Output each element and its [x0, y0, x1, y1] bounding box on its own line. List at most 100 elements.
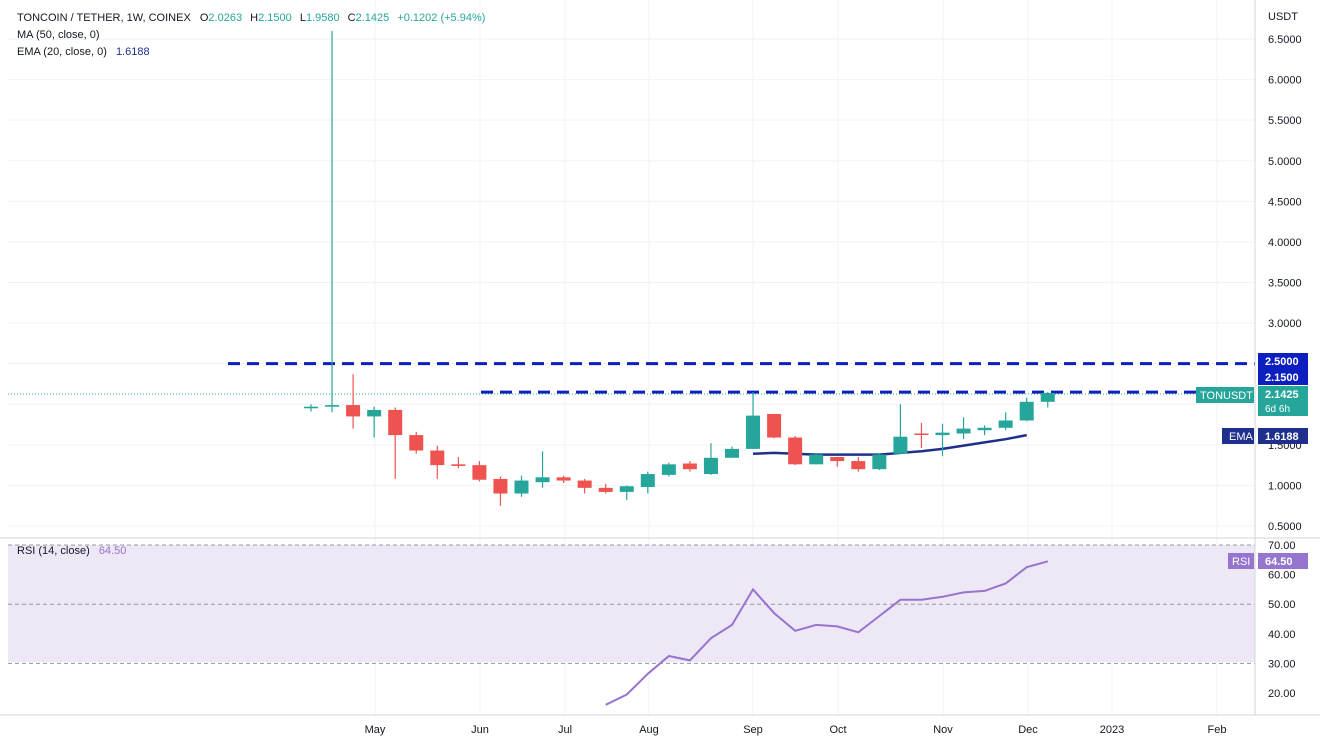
price-tick-label: 3.0000 — [1268, 318, 1302, 330]
candle-body — [640, 474, 655, 488]
candle-body — [893, 436, 908, 454]
candle-body — [872, 454, 887, 470]
rsi-line — [605, 560, 1049, 706]
low-label: L — [300, 12, 306, 24]
candle-body — [746, 415, 761, 449]
candle — [682, 461, 697, 472]
candle-body — [577, 480, 592, 488]
ma-legend[interactable]: MA (50, close, 0) — [17, 29, 100, 41]
badge-ema: EMA 1.6188 — [1222, 428, 1308, 444]
candle-body — [682, 463, 697, 470]
badge-resistance-lower: 2.1500 — [1258, 369, 1308, 385]
open-value: 2.0263 — [208, 12, 242, 24]
candle-body — [514, 480, 529, 494]
close-label: C — [348, 12, 356, 24]
price-tick-label: 5.0000 — [1268, 156, 1302, 168]
rsi-tick-label: 20.00 — [1268, 688, 1296, 700]
price-axis[interactable]: 0.50001.00001.50002.00002.50003.00003.50… — [1268, 34, 1302, 533]
rsi-grid — [8, 544, 1255, 664]
badge-resistance-lower-text: 2.1500 — [1265, 372, 1299, 384]
candle-body — [430, 450, 445, 466]
candle-body — [451, 464, 466, 466]
candle — [788, 435, 803, 466]
candle — [914, 422, 929, 449]
rsi-tick-label: 30.00 — [1268, 658, 1296, 670]
badge-symbol: TONUSDT — [1196, 387, 1254, 403]
candle-body — [703, 457, 718, 475]
rsi-tick-label: 50.00 — [1268, 599, 1296, 611]
candle-body — [998, 420, 1013, 428]
time-axis[interactable]: May Jun Jul Aug Sep Oct Nov Dec 2023 Feb — [365, 724, 1227, 736]
candle — [388, 407, 403, 479]
candle — [619, 485, 634, 501]
candle-body — [851, 461, 866, 470]
candle — [956, 417, 971, 440]
candle — [556, 475, 571, 483]
candle — [703, 443, 718, 475]
time-tick-label: Sep — [743, 724, 763, 736]
candle-body — [956, 428, 971, 434]
rsi-tick-label: 70.00 — [1268, 540, 1296, 552]
ema-legend[interactable]: EMA (20, close, 0) 1.6188 — [17, 46, 150, 58]
candle — [809, 452, 824, 465]
candle-body — [388, 409, 403, 436]
candle-body — [788, 437, 803, 465]
candle — [346, 374, 361, 429]
candle-body — [725, 448, 739, 458]
price-tick-label: 0.5000 — [1268, 521, 1302, 533]
candle-body — [535, 477, 550, 483]
candle — [535, 451, 550, 488]
candle-body — [346, 405, 361, 417]
candle-body — [809, 454, 824, 465]
price-tick-label: 4.0000 — [1268, 237, 1302, 249]
candle-body — [304, 406, 318, 409]
price-tick-label: 5.5000 — [1268, 115, 1302, 127]
high-value: 2.1500 — [258, 12, 292, 24]
badge-ema-value: 1.6188 — [1265, 431, 1299, 443]
candle-body — [914, 433, 929, 435]
candle — [725, 446, 739, 458]
rsi-axis[interactable]: 20.00 30.00 40.00 50.00 60.00 70.00 — [1268, 540, 1296, 700]
time-tick-label: 2023 — [1100, 724, 1124, 736]
candle-body — [1019, 401, 1034, 421]
ema-legend-value: 1.6188 — [116, 46, 150, 58]
candle — [598, 483, 613, 494]
candle-body — [1040, 392, 1055, 402]
time-tick-label: Dec — [1018, 724, 1038, 736]
candle — [893, 404, 908, 454]
ema-legend-label: EMA (20, close, 0) — [17, 46, 107, 58]
candle-body — [472, 465, 487, 480]
candle — [640, 471, 655, 494]
badge-last-price: 2.1425 6d 6h — [1258, 386, 1308, 416]
badge-rsi-value: 64.50 — [1265, 556, 1293, 568]
symbol-legend[interactable]: TONCOIN / TETHER, 1W, COINEX O2.0263 H2.… — [17, 12, 485, 24]
rsi-legend[interactable]: RSI (14, close) 64.50 — [17, 545, 126, 557]
change-value: +0.1202 (+5.94%) — [397, 12, 485, 24]
badge-resistance-upper-text: 2.5000 — [1265, 356, 1299, 368]
candle — [514, 475, 529, 497]
candle — [409, 431, 424, 454]
candle-body — [367, 409, 382, 417]
candle — [830, 457, 845, 467]
candle — [577, 478, 592, 494]
badge-symbol-text: TONUSDT — [1200, 390, 1253, 402]
candle-body — [598, 487, 613, 492]
time-tick-label: Jun — [471, 724, 489, 736]
candle-body — [619, 486, 634, 492]
candle — [746, 392, 761, 449]
price-tick-label: 6.0000 — [1268, 75, 1302, 87]
resistance-lines — [228, 362, 1255, 394]
candle — [998, 412, 1013, 431]
time-tick-label: Nov — [933, 724, 953, 736]
candle-body — [830, 457, 845, 462]
badge-countdown-text: 6d 6h — [1265, 404, 1290, 415]
open-label: O — [200, 12, 209, 24]
badge-resistance-upper: 2.5000 — [1258, 353, 1308, 369]
price-tick-label: 6.5000 — [1268, 34, 1302, 46]
candle-body — [977, 427, 992, 431]
symbol-title: TONCOIN / TETHER, 1W, COINEX — [17, 12, 191, 24]
candle — [661, 462, 676, 477]
candle — [472, 461, 487, 482]
candle — [851, 457, 866, 472]
